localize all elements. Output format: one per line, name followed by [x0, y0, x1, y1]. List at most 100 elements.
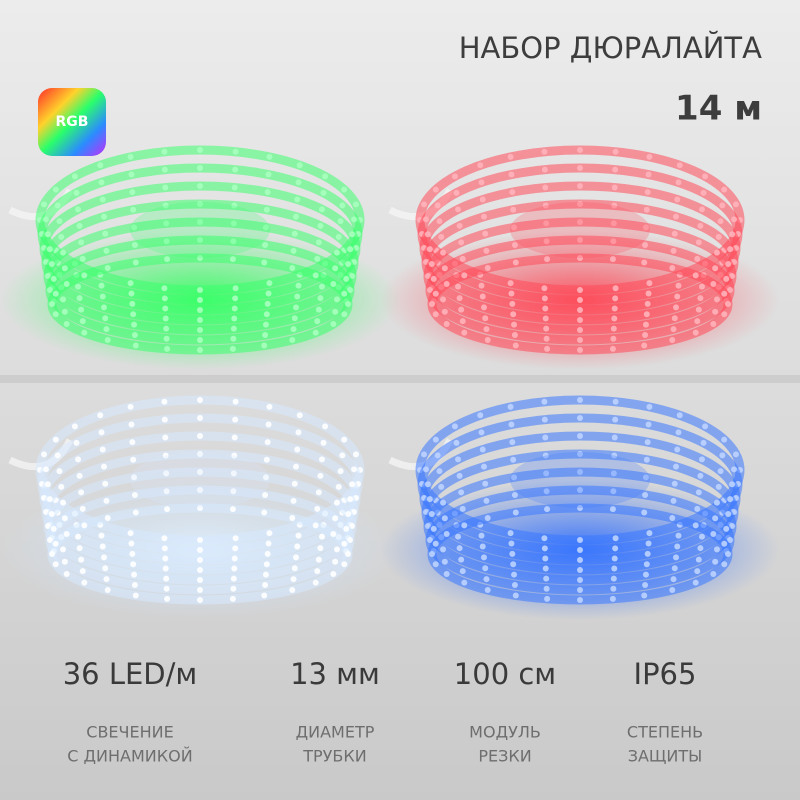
led	[644, 439, 651, 446]
led	[265, 540, 272, 547]
led	[318, 283, 325, 290]
led	[673, 213, 680, 220]
led	[612, 166, 619, 173]
led	[669, 515, 676, 522]
led	[698, 456, 705, 463]
led	[197, 547, 203, 553]
led	[52, 290, 59, 297]
led	[432, 436, 439, 443]
led	[698, 283, 705, 290]
led	[432, 561, 439, 568]
led	[721, 540, 728, 547]
led	[424, 481, 431, 488]
led	[100, 304, 107, 311]
led	[44, 481, 51, 488]
led	[98, 532, 105, 539]
led	[197, 567, 203, 573]
led	[58, 483, 65, 490]
led	[440, 296, 447, 303]
led	[60, 296, 67, 303]
led	[312, 272, 319, 279]
led	[161, 285, 168, 292]
led	[317, 222, 324, 229]
led	[127, 280, 134, 287]
led	[610, 488, 617, 495]
led	[293, 554, 300, 561]
led	[644, 300, 651, 307]
led	[731, 466, 738, 473]
led	[163, 575, 170, 582]
led	[478, 282, 485, 289]
led	[103, 497, 110, 504]
led	[612, 416, 619, 423]
led	[197, 415, 203, 421]
led	[541, 285, 548, 292]
led	[164, 256, 171, 263]
led	[692, 579, 699, 586]
led	[61, 558, 68, 565]
led	[541, 398, 548, 405]
led	[332, 265, 339, 272]
led	[694, 318, 701, 325]
led	[197, 557, 203, 563]
led	[56, 218, 63, 225]
led	[314, 318, 321, 325]
led	[612, 398, 619, 405]
spec-value: 100 см	[454, 657, 556, 691]
led	[577, 147, 583, 153]
led	[345, 551, 351, 557]
led	[721, 186, 728, 193]
led	[695, 489, 702, 496]
led	[230, 488, 237, 495]
led	[131, 241, 138, 248]
led	[697, 222, 704, 229]
led	[712, 558, 719, 565]
led	[511, 332, 518, 339]
led	[63, 531, 70, 538]
led	[161, 416, 168, 423]
led	[47, 287, 53, 293]
led	[104, 515, 111, 522]
led	[100, 213, 107, 220]
led	[60, 249, 67, 256]
led	[78, 239, 85, 246]
led	[422, 466, 429, 473]
led	[542, 555, 549, 562]
led	[99, 196, 106, 203]
led	[577, 587, 583, 593]
led	[332, 515, 339, 522]
led	[341, 540, 348, 547]
led	[612, 148, 619, 155]
led	[130, 206, 137, 213]
led	[723, 525, 730, 532]
led	[510, 456, 517, 463]
led	[197, 337, 203, 343]
led	[443, 320, 450, 327]
led	[229, 256, 236, 263]
led	[265, 421, 272, 428]
coil-center	[510, 452, 650, 508]
led	[103, 576, 110, 583]
led	[317, 545, 324, 552]
led	[512, 342, 519, 349]
led	[508, 421, 515, 428]
led	[78, 489, 85, 496]
led	[542, 315, 549, 322]
led	[197, 183, 203, 189]
led	[343, 525, 350, 532]
led	[60, 546, 67, 553]
led	[232, 545, 239, 552]
led	[543, 488, 550, 495]
led	[61, 515, 68, 522]
led	[461, 329, 468, 336]
led	[330, 570, 337, 577]
led	[231, 565, 238, 572]
led	[577, 397, 583, 403]
led	[322, 173, 329, 180]
led	[455, 206, 462, 213]
led	[295, 429, 302, 436]
led	[507, 280, 514, 287]
led	[312, 329, 319, 336]
led	[643, 206, 650, 213]
